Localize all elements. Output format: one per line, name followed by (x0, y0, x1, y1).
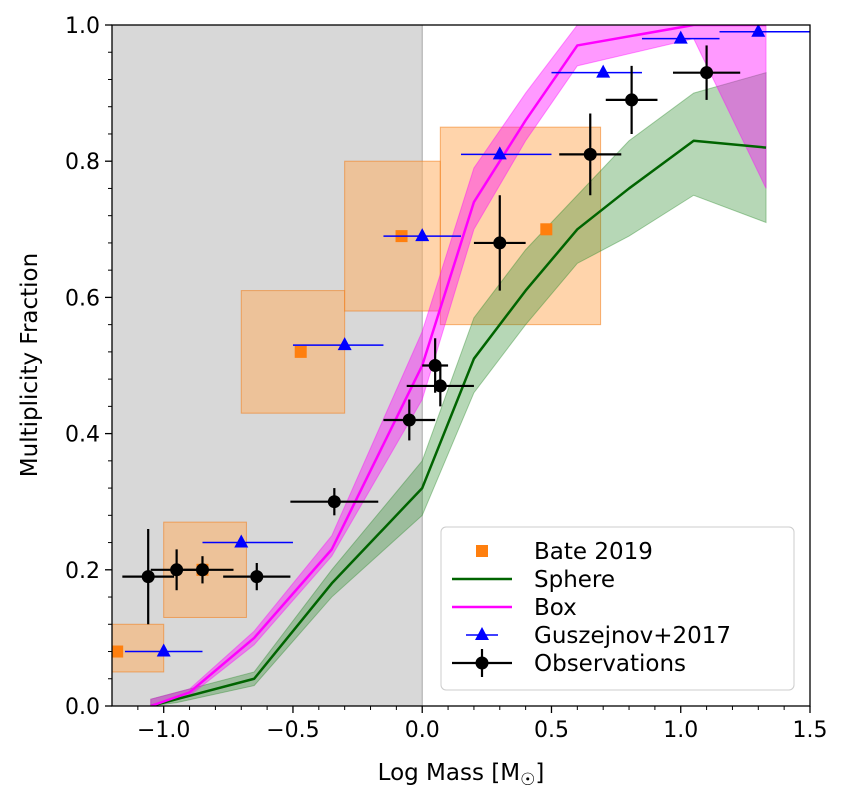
plot-area (112, 25, 810, 706)
y-tick-label-0: 0.0 (65, 695, 100, 720)
bate-point-0 (112, 645, 124, 658)
observation-point-0 (141, 570, 155, 584)
box-line (150, 25, 767, 706)
guszejnov-point-6 (673, 30, 688, 44)
bate-point-2 (294, 345, 307, 358)
observation-point-11 (700, 66, 714, 80)
y-axis-label: Multiplicity Fraction (17, 253, 43, 477)
bate-box-2 (240, 290, 346, 414)
legend-marker-guszejnov-2017 (475, 627, 489, 640)
y-tick-label-2: 0.4 (65, 423, 100, 448)
legend-label-guszejnov-2017: Guszejnov+2017 (534, 623, 731, 649)
y-tick-label-3: 0.6 (65, 286, 100, 311)
x-axis-label-main: Log Mass [M (378, 760, 520, 786)
observation-point-3 (250, 570, 264, 584)
legend-label-box: Box (534, 595, 577, 621)
guszejnov-point-7 (751, 25, 766, 37)
observation-point-8 (493, 236, 507, 250)
guszejnov-point-0 (156, 643, 171, 657)
x-tick-label-5: 1.5 (793, 718, 828, 743)
x-tick-label-1: −0.5 (266, 718, 319, 743)
axes-frame (111, 24, 811, 707)
x-tick-label-0: −1.0 (137, 718, 190, 743)
sphere-band (150, 72, 767, 706)
guszejnov-point-4 (492, 146, 507, 160)
legend-marker-bate-2019 (476, 545, 488, 557)
y-tick-label-4: 0.8 (65, 150, 100, 175)
bate-point-4 (540, 223, 553, 236)
legend-label-observations: Observations (534, 651, 686, 677)
x-axis-label: Log Mass [M☉] (378, 760, 545, 790)
sphere-line (150, 139, 767, 706)
legend-label-sphere: Sphere (534, 567, 615, 593)
legend-label-bate-2019: Bate 2019 (534, 539, 653, 565)
legend-frame (440, 526, 795, 691)
x-axis-label-close: ] (535, 760, 544, 786)
observation-point-5 (402, 413, 416, 427)
observation-point-7 (433, 379, 447, 393)
x-tick-label-4: 1.0 (663, 718, 698, 743)
y-tick-label-1: 0.2 (65, 559, 100, 584)
observation-point-10 (625, 93, 639, 107)
guszejnov-point-3 (415, 228, 430, 242)
guszejnov-point-5 (596, 64, 611, 78)
x-axis-label-sun-symbol: ☉ (520, 770, 535, 790)
observation-point-2 (195, 563, 209, 577)
box-band (150, 25, 767, 706)
y-tick-label-5: 1.0 (65, 14, 100, 39)
observation-point-4 (327, 495, 341, 509)
x-tick-label-2: 0.0 (405, 718, 440, 743)
guszejnov-point-2 (337, 337, 352, 351)
legend: Bate 2019SphereBoxGuszejnov+2017Observat… (440, 526, 795, 691)
observation-point-6 (428, 359, 442, 372)
legend-marker-observations (475, 656, 489, 670)
x-tick-label-3: 0.5 (534, 718, 569, 743)
observation-point-9 (583, 147, 597, 161)
guszejnov-point-1 (234, 534, 249, 548)
